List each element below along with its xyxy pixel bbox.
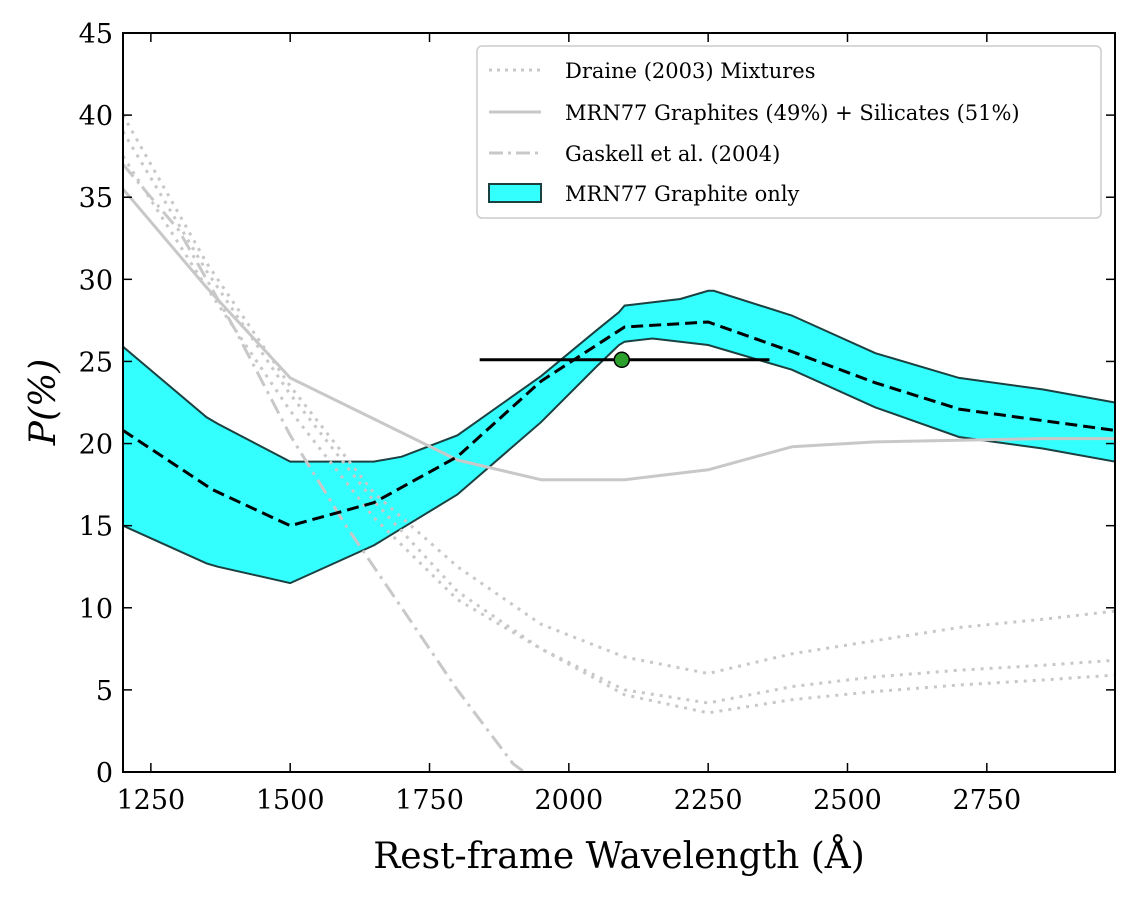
legend-label-draine: Draine (2003) Mixtures (565, 59, 816, 83)
y-tick-label-30: 30 (79, 265, 113, 296)
series-line-dashed-5 (123, 320, 1115, 528)
y-tick-label-40: 40 (79, 101, 113, 132)
y-tick-label-25: 25 (79, 347, 113, 378)
legend-frame (476, 45, 1102, 219)
series-line-dashdot-4 (123, 163, 526, 772)
series-line-dotted-1 (123, 155, 1115, 705)
y-tick-label-10: 10 (79, 594, 113, 625)
y-tick-label-20: 20 (79, 430, 113, 461)
axis-ticks: 1250 1500 1750 2000 2250 2500 2750 0 5 10 15 20 25 30… (79, 19, 1115, 816)
plot-area (123, 114, 1115, 772)
x-tick-label-2250: 2250 (674, 785, 743, 816)
y-tick-label-5: 5 (96, 676, 113, 707)
x-tick-label-2500: 2500 (813, 785, 882, 816)
legend-label-graphite: MRN77 Graphite only (565, 182, 800, 206)
y-tick-label-45: 45 (79, 19, 113, 50)
legend-label-mrn77-mix: MRN77 Graphites (49%) + Silicates (51%) (565, 101, 1020, 125)
series-line-dotted-0 (123, 114, 1115, 675)
y-axis-title: P(%) (23, 359, 64, 447)
y-tick-label-35: 35 (79, 183, 113, 214)
x-tick-label-2750: 2750 (952, 785, 1021, 816)
series-line-solid-3 (123, 188, 1115, 482)
x-tick-label-1250: 1250 (117, 785, 186, 816)
x-tick-label-1750: 1750 (395, 785, 464, 816)
x-tick-label-1500: 1500 (256, 785, 325, 816)
x-tick-label-2000: 2000 (534, 785, 603, 816)
legend: Draine (2003) Mixtures MRN77 Graphites (… (476, 45, 1102, 219)
observation-point (613, 351, 631, 369)
legend-swatch-graphite (488, 183, 542, 203)
series-line-dotted-2 (123, 130, 1115, 715)
y-tick-label-0: 0 (96, 758, 113, 789)
y-tick-label-15: 15 (79, 512, 113, 543)
band-graphite-only (123, 289, 1115, 585)
plot-frame (122, 32, 1116, 773)
x-axis-title: Rest-frame Wavelength (Å) (373, 835, 865, 877)
legend-label-gaskell: Gaskell et al. (2004) (565, 142, 780, 166)
